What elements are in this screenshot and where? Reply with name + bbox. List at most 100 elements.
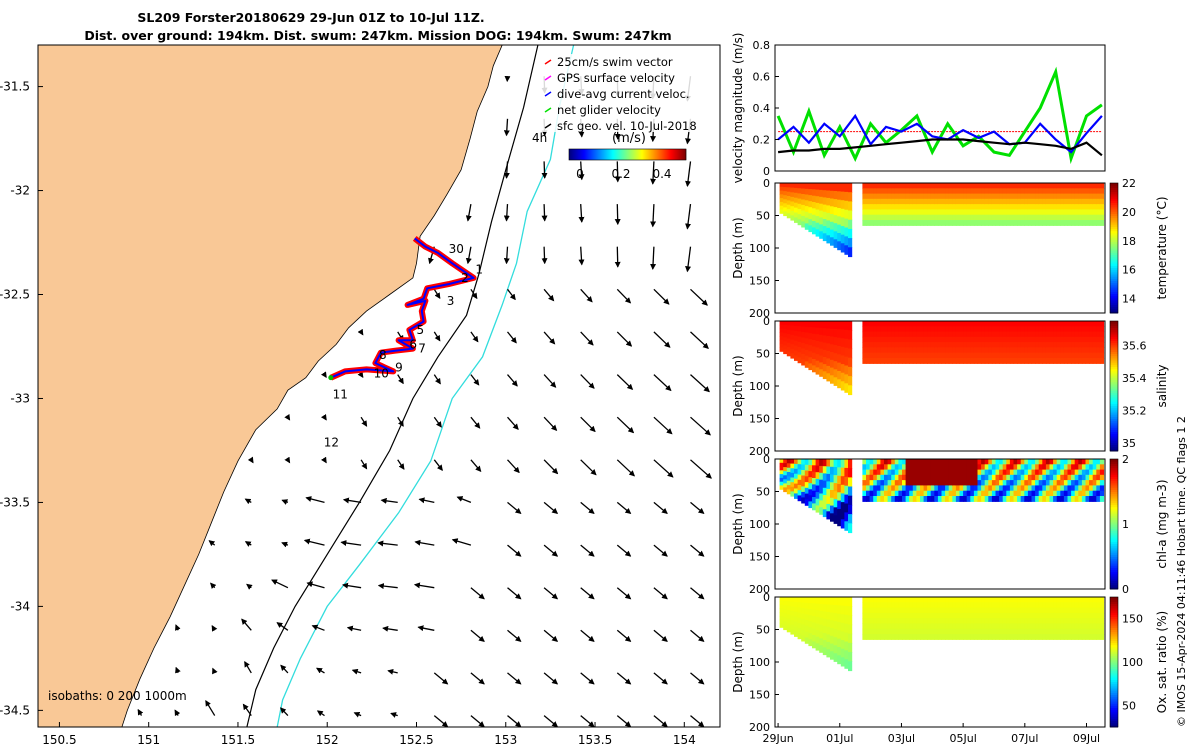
heatmap-cell (1099, 326, 1105, 333)
heatmap-cell (970, 628, 975, 635)
heatmap-cell (819, 631, 824, 639)
heatmap-cell (945, 469, 950, 476)
heatmap-cell (1031, 496, 1036, 502)
heatmap-cell (1067, 342, 1072, 348)
heatmap-cell (977, 459, 982, 465)
depth-y-label: Depth (m) (731, 217, 745, 278)
heatmap-cell (902, 464, 907, 471)
heatmap-cell (822, 321, 827, 329)
heatmap-cell (786, 472, 791, 477)
y-tick-label: 50 (756, 486, 770, 499)
depth-y-label: Depth (m) (731, 631, 745, 692)
colorbar-segment (1110, 282, 1118, 286)
heatmap-cell (959, 485, 964, 492)
heatmap-cell (887, 485, 892, 492)
heatmap-cell (833, 613, 838, 622)
heatmap-cell (1020, 220, 1025, 226)
heatmap-cell (887, 358, 892, 364)
colorbar-segment (1110, 485, 1118, 488)
heatmap-cell (945, 607, 950, 614)
colorbar-frame (1109, 320, 1119, 452)
heatmap-cell (801, 194, 806, 201)
heatmap-cell (981, 490, 986, 497)
heatmap-cell (779, 612, 784, 617)
heatmap-cell (873, 220, 878, 226)
heatmap-cell (1060, 198, 1065, 205)
heatmap-cell (812, 597, 817, 604)
heatmap-cell (952, 480, 957, 486)
heatmap-cell (783, 207, 788, 213)
heatmap-cell (952, 612, 957, 619)
heatmap-cell (1002, 474, 1007, 481)
colorbar-segment (665, 149, 667, 160)
heatmap-cell (1002, 464, 1007, 471)
heatmap-cell (905, 198, 910, 205)
heatmap-cell (833, 321, 838, 330)
heatmap-cell (1056, 469, 1061, 476)
heatmap-cell (977, 198, 982, 205)
heatmap-cell (1020, 326, 1025, 333)
day-label: 11 (333, 388, 348, 402)
heatmap-cell (797, 331, 802, 338)
heatmap-cell (898, 485, 903, 492)
heatmap-cell (963, 352, 968, 359)
heatmap-cell (1009, 607, 1015, 614)
heatmap-cell (1092, 634, 1097, 640)
colorbar-segment (605, 149, 607, 160)
heatmap-cell (1074, 485, 1079, 492)
heatmap-cell (1085, 209, 1090, 216)
heatmap-cell (920, 480, 925, 486)
heatmap-cell (815, 505, 820, 513)
heatmap-cell (869, 188, 874, 195)
heatmap-cell (840, 493, 845, 503)
heatmap-cell (1042, 358, 1047, 364)
heatmap-cell (1074, 331, 1079, 338)
heatmap-cell (1056, 464, 1061, 471)
colorbar-segment (1110, 183, 1118, 186)
heatmap-cell (945, 331, 950, 338)
heatmap-cell (1085, 618, 1090, 624)
heatmap-cell (1013, 634, 1018, 640)
heatmap-cell (894, 469, 899, 476)
heatmap-cell (840, 597, 845, 607)
colorbar-segment (1110, 558, 1118, 562)
colorbar-segment (1110, 545, 1118, 549)
figure-title-line1: SL209 Forster20180629 29-Jun 01Z to 10-J… (137, 10, 484, 25)
heatmap-cell (808, 219, 813, 226)
velocity-arrow (284, 413, 291, 421)
heatmap-cell (1092, 326, 1097, 333)
heatmap-cell (984, 480, 989, 486)
heatmap-cell (790, 486, 795, 492)
heatmap-cell (999, 612, 1004, 619)
heatmap-cell (869, 628, 874, 635)
velocity-arrow (211, 625, 218, 632)
heatmap-cell (786, 485, 791, 490)
heatmap-cell (1027, 198, 1033, 205)
heatmap-cell (1049, 612, 1054, 619)
heatmap-cell (887, 496, 892, 502)
heatmap-cell (826, 626, 831, 635)
heatmap-cell (801, 618, 806, 625)
heatmap-cell (1078, 469, 1083, 476)
heatmap-cell (797, 352, 802, 358)
heatmap-cell (902, 321, 907, 327)
heatmap-cell (848, 201, 853, 212)
heatmap-cell (927, 321, 932, 327)
heatmap-cell (1027, 342, 1033, 348)
heatmap-cell (880, 209, 885, 216)
velocity-arrow (543, 715, 559, 728)
heatmap-cell (1089, 490, 1094, 497)
heatmap-cell (1020, 321, 1025, 327)
heatmap-cell (801, 342, 806, 349)
heatmap-cell (909, 331, 914, 338)
colorbar-segment (1110, 245, 1118, 249)
heatmap-cell (830, 635, 835, 645)
heatmap-cell (840, 234, 845, 244)
heatmap-cell (991, 352, 997, 359)
heatmap-cell (779, 190, 784, 195)
heatmap-cell (959, 204, 964, 210)
heatmap-cell (963, 469, 968, 476)
heatmap-cell (876, 464, 881, 471)
heatmap-cell (916, 628, 921, 635)
heatmap-cell (880, 597, 885, 603)
